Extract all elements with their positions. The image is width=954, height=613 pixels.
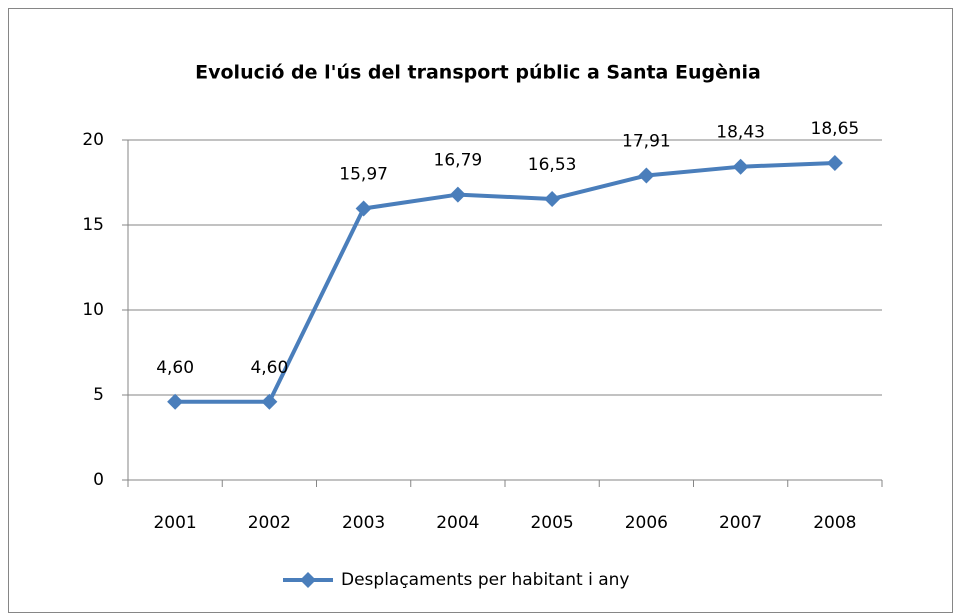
- y-tick-label: 20: [82, 130, 104, 150]
- x-tick-label: 2001: [153, 513, 196, 533]
- x-tick-label: 2007: [719, 513, 762, 533]
- chart-title: Evolució de l'ús del transport públic a …: [195, 62, 761, 84]
- y-tick-label: 15: [82, 215, 104, 235]
- y-tick-label: 5: [93, 385, 104, 405]
- x-tick-label: 2008: [813, 513, 856, 533]
- data-label: 15,97: [339, 165, 388, 185]
- data-label: 16,53: [528, 155, 577, 175]
- x-tick-label: 2005: [530, 513, 573, 533]
- series-line: [175, 160, 835, 404]
- data-point: [167, 393, 184, 410]
- x-tick-label: 2006: [625, 513, 668, 533]
- x-tick-label: 2004: [436, 513, 479, 533]
- data-point: [732, 158, 749, 175]
- data-point: [544, 190, 561, 207]
- data-point: [638, 167, 655, 184]
- data-label: 4,60: [250, 358, 288, 378]
- data-label: 17,91: [622, 132, 671, 152]
- data-point: [449, 186, 466, 203]
- data-label: 4,60: [156, 358, 194, 378]
- legend-marker: [300, 572, 316, 588]
- legend-label: Desplaçaments per habitant i any: [341, 570, 629, 590]
- data-label: 18,43: [716, 123, 765, 143]
- data-point: [261, 393, 278, 410]
- y-tick-label: 0: [93, 470, 104, 490]
- data-label: 16,79: [434, 151, 483, 171]
- y-tick-label: 10: [82, 300, 104, 320]
- data-label: 18,65: [811, 119, 860, 139]
- x-tick-label: 2002: [248, 513, 291, 533]
- data-point: [355, 200, 372, 217]
- data-point: [826, 154, 843, 171]
- x-tick-label: 2003: [342, 513, 385, 533]
